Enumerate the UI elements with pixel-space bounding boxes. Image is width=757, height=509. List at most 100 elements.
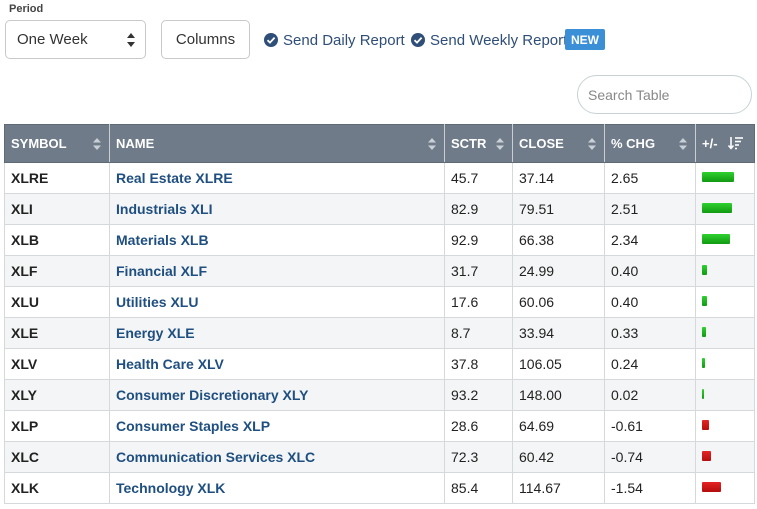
positive-change-bar: [702, 327, 706, 337]
cell-name: Energy XLE: [109, 317, 445, 349]
cell-symbol: XLE: [4, 317, 110, 349]
cell-sctr: 17.6: [444, 286, 513, 318]
cell-name: Technology XLK: [109, 472, 445, 504]
cell-close: 33.94: [512, 317, 605, 349]
cell-close: 79.51: [512, 193, 605, 225]
header-close-label: CLOSE: [519, 136, 564, 151]
header-sctr[interactable]: SCTR: [444, 124, 513, 163]
columns-button[interactable]: Columns: [161, 20, 250, 59]
period-select[interactable]: One Week: [5, 20, 146, 59]
send-daily-report-toggle[interactable]: Send Daily Report: [264, 31, 405, 49]
cell-sctr: 72.3: [444, 441, 513, 473]
name-link[interactable]: Industrials XLI: [116, 201, 213, 217]
table-row[interactable]: XLU Utilities XLU 17.6 60.06 0.40: [4, 286, 755, 318]
name-link[interactable]: Real Estate XLRE: [116, 170, 233, 186]
cell-symbol: XLV: [4, 348, 110, 380]
table-row[interactable]: XLC Communication Services XLC 72.3 60.42 -0…: [4, 441, 755, 473]
negative-change-bar: [702, 482, 721, 492]
cell-sctr: 92.9: [444, 224, 513, 256]
search-table-input[interactable]: [577, 75, 752, 114]
cell-sctr: 93.2: [444, 379, 513, 411]
cell-pct-chg: -0.74: [604, 441, 696, 473]
name-link[interactable]: Consumer Discretionary XLY: [116, 387, 309, 403]
cell-sctr: 28.6: [444, 410, 513, 442]
sort-descending-icon: [728, 137, 743, 150]
cell-change-bar: [695, 410, 755, 442]
sort-icon: [679, 138, 687, 150]
table-row[interactable]: XLK Technology XLK 85.4 114.67 -1.54: [4, 472, 755, 504]
name-link[interactable]: Energy XLE: [116, 325, 195, 341]
cell-change-bar: [695, 224, 755, 256]
send-daily-report-label: Send Daily Report: [283, 31, 405, 49]
cell-name: Consumer Staples XLP: [109, 410, 445, 442]
header-name-label: NAME: [116, 136, 155, 151]
table-row[interactable]: XLY Consumer Discretionary XLY 93.2 148.00 0…: [4, 379, 755, 411]
cell-pct-chg: 2.51: [604, 193, 696, 225]
cell-name: Consumer Discretionary XLY: [109, 379, 445, 411]
positive-change-bar: [702, 234, 731, 244]
cell-sctr: 45.7: [444, 162, 513, 194]
send-weekly-report-toggle[interactable]: Send Weekly Report: [411, 31, 567, 49]
cell-pct-chg: 2.34: [604, 224, 696, 256]
header-close[interactable]: CLOSE: [512, 124, 605, 163]
cell-change-bar: [695, 441, 755, 473]
cell-close: 66.38: [512, 224, 605, 256]
cell-name: Materials XLB: [109, 224, 445, 256]
table-row[interactable]: XLRE Real Estate XLRE 45.7 37.14 2.65: [4, 162, 755, 194]
table-row[interactable]: XLV Health Care XLV 37.8 106.05 0.24: [4, 348, 755, 380]
name-link[interactable]: Materials XLB: [116, 232, 209, 248]
positive-change-bar: [702, 172, 734, 182]
header-sctr-label: SCTR: [451, 136, 487, 151]
cell-pct-chg: -0.61: [604, 410, 696, 442]
positive-change-bar: [702, 265, 707, 275]
table-row[interactable]: XLE Energy XLE 8.7 33.94 0.33: [4, 317, 755, 349]
sort-icon: [428, 138, 436, 150]
cell-pct-chg: 2.65: [604, 162, 696, 194]
table-row[interactable]: XLF Financial XLF 31.7 24.99 0.40: [4, 255, 755, 287]
cell-change-bar: [695, 193, 755, 225]
cell-close: 148.00: [512, 379, 605, 411]
name-link[interactable]: Financial XLF: [116, 263, 208, 279]
positive-change-bar: [702, 203, 733, 213]
name-link[interactable]: Technology XLK: [116, 480, 226, 496]
sort-icon: [496, 138, 504, 150]
cell-pct-chg: 0.33: [604, 317, 696, 349]
header-pct-chg-label: % CHG: [611, 136, 656, 151]
positive-change-bar: [702, 358, 705, 368]
cell-change-bar: [695, 286, 755, 318]
cell-symbol: XLRE: [4, 162, 110, 194]
cell-pct-chg: 0.40: [604, 286, 696, 318]
cell-close: 60.42: [512, 441, 605, 473]
name-link[interactable]: Health Care XLV: [116, 356, 224, 372]
cell-close: 60.06: [512, 286, 605, 318]
sort-icon: [588, 138, 596, 150]
cell-sctr: 8.7: [444, 317, 513, 349]
cell-change-bar: [695, 472, 755, 504]
header-pct-chg[interactable]: % CHG: [604, 124, 696, 163]
header-plus-minus[interactable]: +/-: [695, 124, 755, 163]
cell-symbol: XLB: [4, 224, 110, 256]
cell-symbol: XLK: [4, 472, 110, 504]
header-symbol[interactable]: SYMBOL: [4, 124, 110, 163]
cell-name: Financial XLF: [109, 255, 445, 287]
name-link[interactable]: Communication Services XLC: [116, 449, 316, 465]
cell-change-bar: [695, 255, 755, 287]
cell-sctr: 82.9: [444, 193, 513, 225]
cell-symbol: XLP: [4, 410, 110, 442]
sort-icon: [93, 138, 101, 150]
cell-change-bar: [695, 348, 755, 380]
table-body: XLRE Real Estate XLRE 45.7 37.14 2.65 XLI Indu…: [4, 162, 755, 504]
cell-pct-chg: -1.54: [604, 472, 696, 504]
name-link[interactable]: Utilities XLU: [116, 294, 199, 310]
cell-close: 64.69: [512, 410, 605, 442]
table-row[interactable]: XLI Industrials XLI 82.9 79.51 2.51: [4, 193, 755, 225]
header-name[interactable]: NAME: [109, 124, 445, 163]
cell-symbol: XLI: [4, 193, 110, 225]
name-link[interactable]: Consumer Staples XLP: [116, 418, 271, 434]
table-row[interactable]: XLP Consumer Staples XLP 28.6 64.69 -0.61: [4, 410, 755, 442]
cell-close: 24.99: [512, 255, 605, 287]
table-row[interactable]: XLB Materials XLB 92.9 66.38 2.34: [4, 224, 755, 256]
cell-name: Real Estate XLRE: [109, 162, 445, 194]
cell-pct-chg: 0.24: [604, 348, 696, 380]
cell-change-bar: [695, 317, 755, 349]
